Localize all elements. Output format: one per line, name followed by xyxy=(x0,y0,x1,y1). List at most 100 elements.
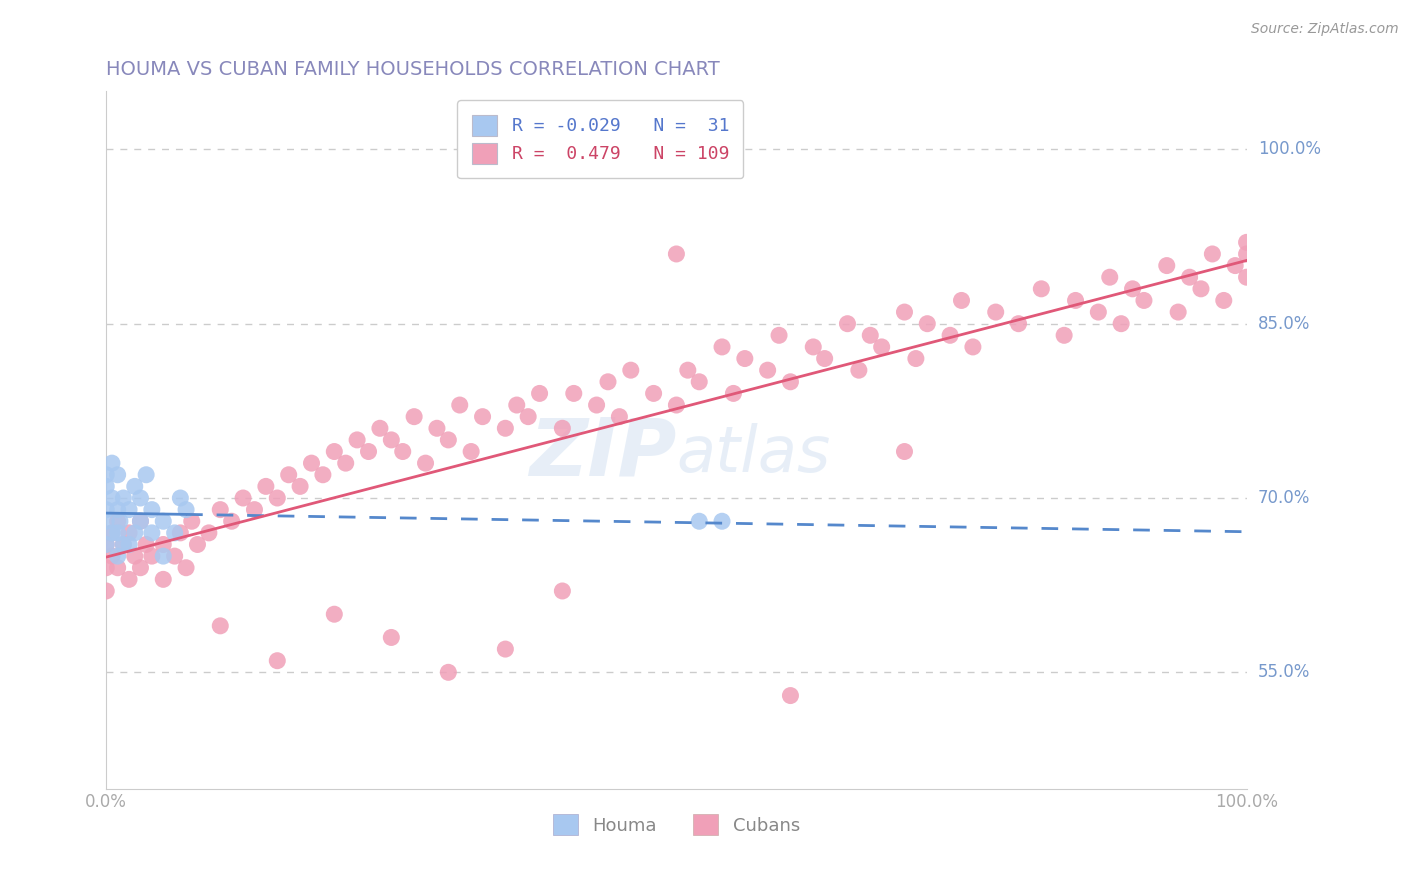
Point xyxy=(893,444,915,458)
Point xyxy=(118,525,141,540)
Point xyxy=(254,479,277,493)
Point xyxy=(174,560,197,574)
Point xyxy=(357,444,380,458)
Point xyxy=(471,409,494,424)
Text: 85.0%: 85.0% xyxy=(1258,315,1310,333)
Point xyxy=(609,409,631,424)
Point xyxy=(1007,317,1029,331)
Point xyxy=(101,491,124,505)
Point xyxy=(643,386,665,401)
Point xyxy=(688,514,710,528)
Point xyxy=(368,421,391,435)
Point xyxy=(1189,282,1212,296)
Legend: Houma, Cubans: Houma, Cubans xyxy=(546,807,807,842)
Point xyxy=(152,537,174,551)
Point xyxy=(323,444,346,458)
Point xyxy=(494,642,516,657)
Point xyxy=(152,549,174,563)
Point xyxy=(779,375,801,389)
Point xyxy=(266,654,288,668)
Point xyxy=(107,560,129,574)
Point xyxy=(426,421,449,435)
Point xyxy=(950,293,973,308)
Point xyxy=(101,456,124,470)
Point xyxy=(1178,270,1201,285)
Point xyxy=(711,340,734,354)
Point xyxy=(101,549,124,563)
Point xyxy=(1236,235,1258,250)
Point xyxy=(1167,305,1189,319)
Point xyxy=(620,363,643,377)
Point xyxy=(1053,328,1076,343)
Point xyxy=(1087,305,1109,319)
Point xyxy=(163,549,186,563)
Text: ZIP: ZIP xyxy=(529,415,676,493)
Point xyxy=(917,317,939,331)
Point xyxy=(112,491,135,505)
Point xyxy=(1236,247,1258,261)
Point xyxy=(124,525,146,540)
Point xyxy=(198,525,221,540)
Point xyxy=(288,479,311,493)
Point xyxy=(243,502,266,516)
Point xyxy=(529,386,551,401)
Point xyxy=(107,467,129,482)
Point xyxy=(415,456,437,470)
Point xyxy=(107,514,129,528)
Point xyxy=(221,514,243,528)
Point xyxy=(391,444,413,458)
Point xyxy=(768,328,790,343)
Point xyxy=(893,305,915,319)
Point xyxy=(437,665,460,680)
Point xyxy=(323,607,346,622)
Point xyxy=(135,467,157,482)
Point xyxy=(837,317,859,331)
Point xyxy=(101,525,124,540)
Point xyxy=(96,584,118,599)
Point xyxy=(404,409,426,424)
Text: 55.0%: 55.0% xyxy=(1258,664,1310,681)
Point xyxy=(107,502,129,516)
Point xyxy=(449,398,471,412)
Text: atlas: atlas xyxy=(676,423,831,485)
Point xyxy=(1212,293,1234,308)
Point xyxy=(266,491,288,505)
Point xyxy=(141,549,163,563)
Point xyxy=(859,328,882,343)
Point xyxy=(209,619,232,633)
Point xyxy=(96,537,118,551)
Point xyxy=(135,537,157,551)
Text: HOUMA VS CUBAN FAMILY HOUSEHOLDS CORRELATION CHART: HOUMA VS CUBAN FAMILY HOUSEHOLDS CORRELA… xyxy=(107,60,720,78)
Point xyxy=(437,433,460,447)
Point xyxy=(665,247,688,261)
Point xyxy=(984,305,1007,319)
Point xyxy=(756,363,779,377)
Point xyxy=(380,631,402,645)
Point xyxy=(169,525,191,540)
Point xyxy=(665,398,688,412)
Point xyxy=(107,525,129,540)
Point xyxy=(517,409,540,424)
Point xyxy=(711,514,734,528)
Point xyxy=(141,525,163,540)
Text: 70.0%: 70.0% xyxy=(1258,489,1310,507)
Point xyxy=(301,456,323,470)
Point xyxy=(129,514,152,528)
Point xyxy=(118,537,141,551)
Point xyxy=(551,584,574,599)
Point xyxy=(1236,270,1258,285)
Point xyxy=(848,363,870,377)
Point xyxy=(723,386,745,401)
Point xyxy=(346,433,368,447)
Point xyxy=(779,689,801,703)
Point xyxy=(494,421,516,435)
Point xyxy=(96,560,118,574)
Point xyxy=(1064,293,1087,308)
Point xyxy=(939,328,962,343)
Point xyxy=(112,537,135,551)
Point xyxy=(209,502,232,516)
Point xyxy=(801,340,824,354)
Point xyxy=(1109,317,1132,331)
Point xyxy=(460,444,482,458)
Point xyxy=(562,386,585,401)
